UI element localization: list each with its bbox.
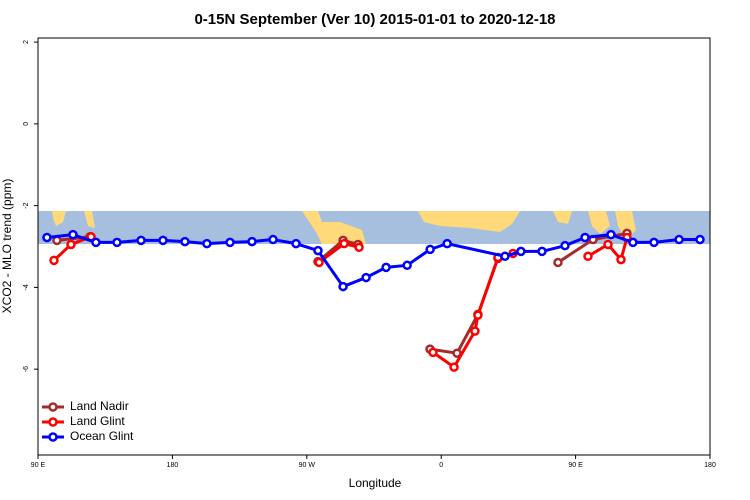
data-point (628, 237, 638, 248)
x-axis-label: Longitude (349, 476, 402, 490)
data-point (42, 232, 52, 243)
data-point (583, 251, 593, 262)
y-tick-label: 2 (23, 40, 30, 44)
x-tick-label: 90 W (299, 462, 316, 469)
data-point (553, 257, 563, 268)
data-point (68, 229, 78, 240)
series-line (52, 235, 629, 369)
data-point (361, 272, 371, 283)
data-point (291, 238, 301, 249)
y-axis-label: XCO2 - MLO trend (ppm) (0, 179, 14, 314)
x-tick-label: 0 (439, 462, 443, 469)
data-point (442, 238, 452, 249)
x-tick-label: 90 E (568, 462, 583, 469)
data-point (674, 234, 684, 245)
data-point (470, 326, 480, 336)
data-point (560, 240, 570, 251)
data-point (381, 262, 391, 273)
data-point (314, 257, 324, 268)
data-point (402, 260, 412, 271)
chart-title: 0-15N September (Ver 10) 2015-01-01 to 2… (194, 11, 555, 28)
data-point (425, 244, 435, 255)
y-tick-label: -4 (23, 284, 30, 290)
plot-frame (37, 37, 711, 456)
data-point (616, 254, 626, 265)
y-tick-label: -2 (23, 202, 30, 208)
data-point (473, 310, 483, 320)
data-point (603, 239, 613, 250)
data-point (313, 245, 323, 256)
data-point (202, 238, 212, 249)
data-point (449, 362, 459, 372)
data-point (649, 237, 659, 248)
legend-marker (48, 432, 58, 442)
data-point (91, 237, 101, 248)
data-point (537, 246, 547, 257)
data-point (112, 237, 122, 248)
data-point (66, 239, 76, 250)
data-point (158, 235, 168, 246)
data-point (339, 238, 349, 249)
legend-label: Land Nadir (70, 399, 129, 413)
data-point (247, 236, 257, 247)
data-point (580, 232, 590, 243)
data-point (354, 242, 364, 253)
map-strip (38, 211, 710, 244)
x-tick-label: 180 (167, 462, 179, 469)
legend-marker (48, 402, 58, 412)
data-point (136, 235, 146, 246)
y-tick-label: -6 (23, 366, 30, 372)
y-tick-label: 0 (23, 122, 30, 126)
data-point (695, 234, 705, 245)
data-point (516, 246, 526, 257)
data-point (500, 251, 510, 262)
x-tick-label: 90 E (31, 462, 46, 469)
legend-marker (48, 417, 58, 427)
data-point (268, 234, 278, 245)
data-point (225, 237, 235, 248)
data-point (338, 281, 348, 292)
legend-label: Land Glint (70, 414, 125, 428)
data-point (606, 229, 616, 240)
data-point (49, 255, 59, 266)
x-tick-label: 180 (704, 462, 716, 469)
legend-label: Ocean Glint (70, 429, 134, 443)
data-point (428, 347, 438, 358)
data-point (180, 236, 190, 247)
